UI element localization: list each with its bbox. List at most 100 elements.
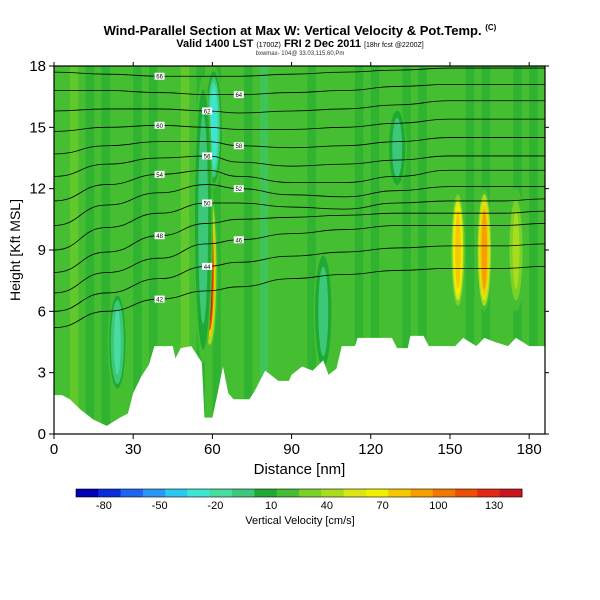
y-axis-title: Height [Kft MSL]	[7, 199, 23, 301]
theta-contour	[54, 184, 545, 226]
field-band	[291, 66, 301, 434]
contour-label-bg	[154, 170, 165, 178]
colorbar-swatch	[299, 489, 322, 497]
velocity-feature	[319, 272, 327, 351]
contour-label-bg	[202, 107, 213, 115]
colorbar-swatch	[209, 489, 233, 497]
contour-label: 44	[204, 265, 211, 271]
contour-label-bg	[233, 185, 244, 193]
contour-label: 62	[204, 109, 211, 115]
contour-label-bg	[233, 236, 244, 244]
colorbar-swatch	[187, 489, 211, 497]
colorbar-swatch	[499, 489, 523, 497]
colorbar-frame	[75, 488, 523, 498]
colorbar-swatch	[410, 489, 434, 497]
chart-subline: bxwmax- 104@ 33.03,115.60,Pm	[255, 51, 345, 57]
contour-label: 58	[235, 144, 242, 150]
field-band	[497, 66, 506, 434]
contour-label: 50	[204, 201, 211, 207]
contour-label: 48	[156, 234, 163, 240]
field-band	[228, 66, 237, 434]
field-band	[259, 66, 269, 434]
y-tick-label: 15	[29, 119, 46, 136]
field-band	[370, 66, 380, 434]
contour-label-bg	[202, 262, 213, 270]
theta-contour	[54, 265, 545, 329]
contour-label-bg	[233, 142, 244, 150]
y-tick-label: 3	[38, 365, 46, 382]
contour-label-bg	[154, 295, 165, 303]
y-tick-label: 0	[38, 426, 46, 443]
colorbar-swatch	[120, 489, 144, 497]
contour-label-bg	[154, 121, 165, 129]
colorbar: -80 -50 -20 10 40 70 100 130	[75, 488, 523, 512]
x-tick-label: 90	[283, 441, 300, 458]
colorbar-swatch	[432, 489, 456, 497]
colorbar-tick-label: 130	[485, 500, 503, 512]
y-tick-label: 18	[29, 58, 46, 75]
colorbar-swatch	[276, 489, 300, 497]
field-band	[244, 66, 253, 434]
contour-label-bg	[202, 152, 213, 160]
contour-label: 60	[156, 124, 163, 130]
colorbar-tick-label: 100	[429, 500, 447, 512]
x-tick-label: 120	[358, 441, 383, 458]
y-tick-label: 6	[38, 303, 46, 320]
contour-label: 46	[235, 238, 242, 244]
contour-label: 52	[235, 187, 242, 193]
field-band	[386, 66, 396, 434]
colorbar-tick-label: 10	[265, 500, 277, 512]
colorbar-swatch	[388, 489, 411, 497]
contour-label: 64	[235, 93, 242, 99]
colorbar-swatch	[142, 489, 166, 497]
theta-contour	[54, 137, 545, 155]
contour-label: 66	[156, 75, 163, 81]
colorbar-label: Vertical Velocity [cm/s]	[245, 515, 355, 527]
contour-label: 56	[204, 154, 211, 160]
theta-contour	[54, 198, 545, 251]
theta-contour	[54, 169, 545, 202]
theta-contour	[54, 118, 545, 132]
field-band	[354, 66, 364, 434]
field-band	[323, 66, 332, 434]
chart-subtitle: Valid 1400 LST (1700Z) FRI 2 Dec 2011 [1…	[176, 38, 424, 50]
theta-contour	[54, 223, 545, 294]
x-tick-label: 150	[437, 441, 462, 458]
theta-contour	[54, 84, 545, 96]
contour-label-bg	[233, 91, 244, 99]
colorbar-swatch	[365, 489, 389, 497]
field-band	[133, 66, 142, 434]
theta-contour	[54, 243, 545, 312]
field-band	[275, 66, 285, 434]
contour-label-bg	[202, 199, 213, 207]
colorbar-swatch	[232, 489, 255, 497]
field-band	[101, 66, 110, 434]
colorbar-swatch	[343, 489, 367, 497]
contour-label-bg	[154, 232, 165, 240]
x-tick-label: 180	[517, 441, 542, 458]
potential-temperature-contours: 42 44 46 48 50 52 54 56 58 60 62 64 66	[54, 67, 545, 329]
terrain-fill	[54, 335, 545, 434]
colorbar-swatch	[254, 489, 278, 497]
field-band	[149, 66, 158, 434]
x-tick-label: 60	[204, 441, 221, 458]
field-band	[85, 66, 95, 434]
velocity-feature	[113, 309, 121, 375]
field-band	[69, 66, 79, 434]
theta-contour	[54, 100, 545, 114]
axes: 0 30 60 90 120 150 180 0 3 6 9 12 15 18 Distance [nm] H…	[7, 58, 549, 478]
colorbar-tick-label: -80	[96, 500, 112, 512]
colorbar-tick-label: -20	[207, 500, 223, 512]
chart-title: Wind-Parallel Section at Max W: Vertical…	[103, 23, 497, 38]
colorbar-swatch	[98, 489, 121, 497]
colorbar-tick-label: 70	[377, 500, 389, 512]
colorbar-tick-label: 40	[321, 500, 333, 512]
colorbar-swatch	[477, 489, 501, 497]
colorbar-tick-label: -50	[152, 500, 168, 512]
y-tick-label: 12	[29, 181, 46, 198]
velocity-feature	[393, 121, 401, 174]
field-band	[307, 66, 316, 434]
y-tick-label: 9	[38, 242, 46, 259]
colorbar-swatch	[76, 489, 99, 497]
